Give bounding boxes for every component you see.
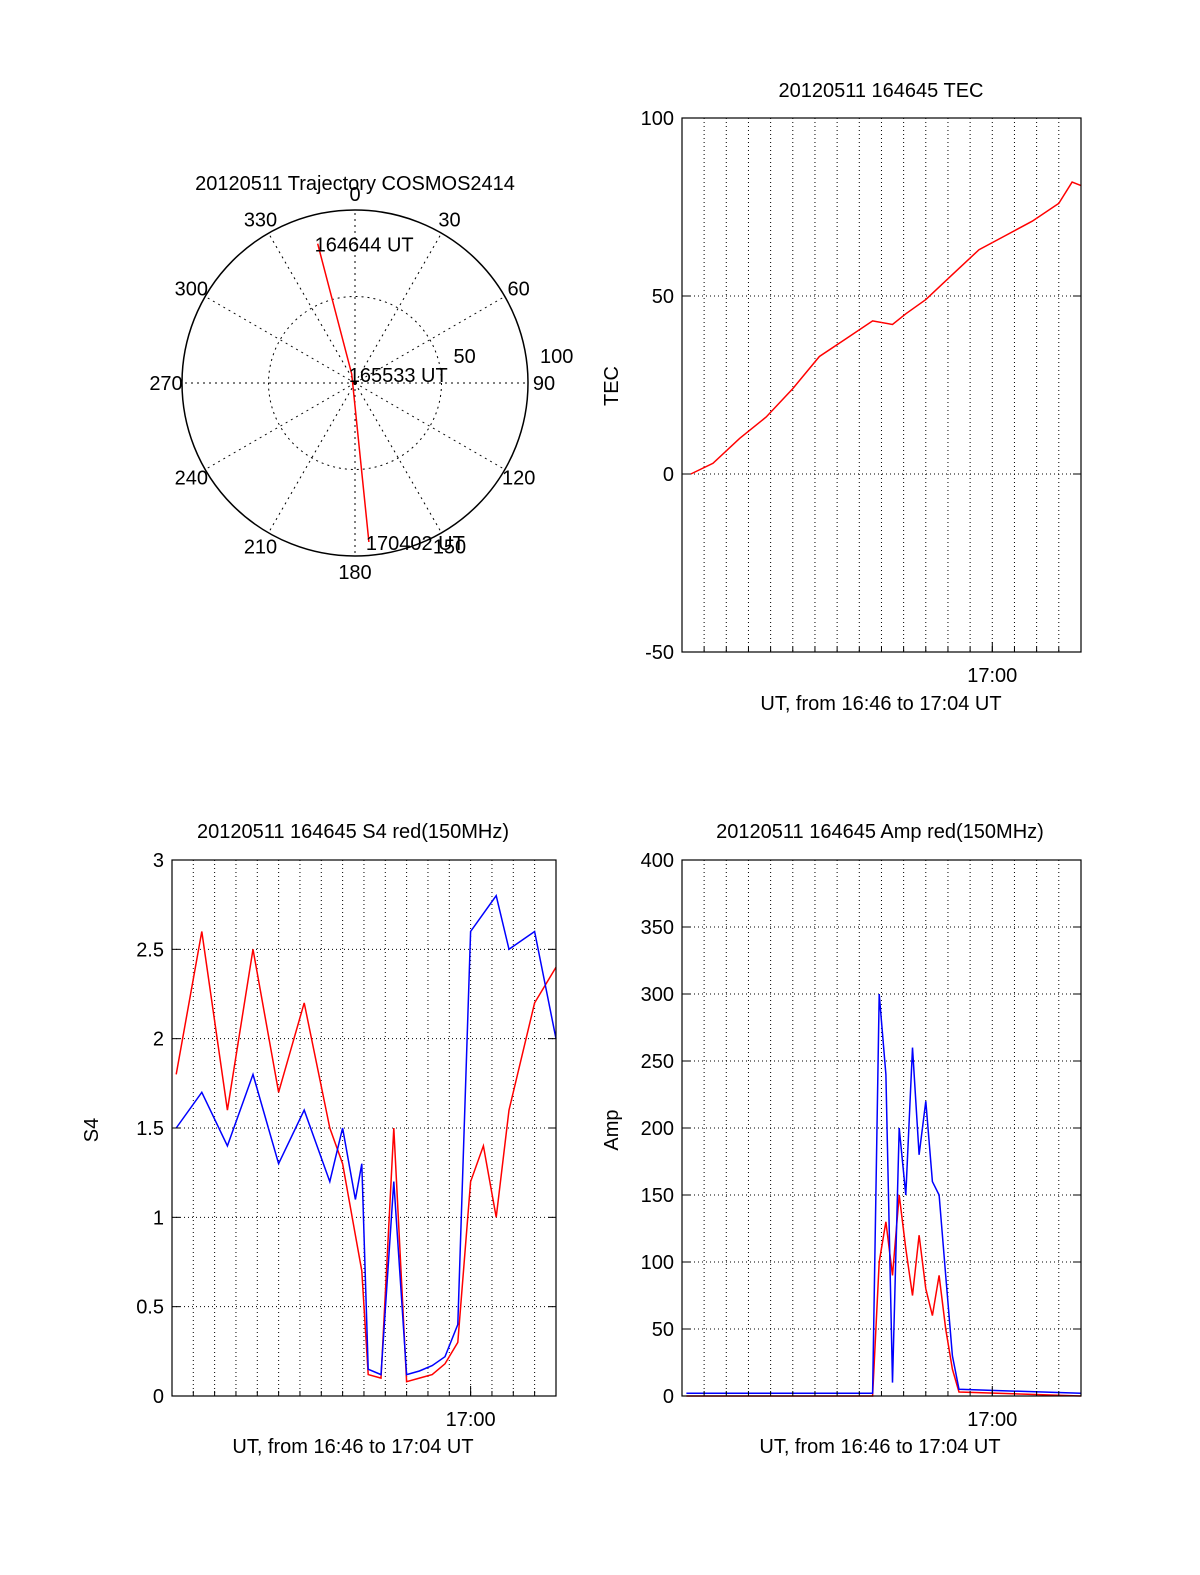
polar-ring-labels: 50 100 (454, 346, 574, 368)
tec-ytick-label: 0 (663, 464, 674, 486)
trajectory-polar-plot: 20120511 Trajectory COSMOS2414 0 30 60 90 12… (149, 173, 573, 584)
s4-plot: 20120511 164645 S4 red(150MHz) UT, from … (81, 821, 557, 1458)
polar-trajectory: 164644 UT 165533 UT 170402 UT (315, 235, 465, 555)
trajectory-line (316, 243, 370, 543)
amp-ytick-label: 350 (641, 917, 674, 939)
trajectory-time-label: 164644 UT (315, 235, 414, 257)
polar-spoke (204, 296, 356, 384)
tec-ytick-label: 100 (641, 108, 674, 130)
amp-ytick-label: 400 (641, 850, 674, 872)
amp-ytick-label: 150 (641, 1185, 674, 1207)
polar-outer-circle (181, 209, 529, 557)
polar-azimuth-label: 210 (244, 537, 277, 559)
s4-series-2-line (175, 893, 557, 1376)
tec-xtick-label: 17:00 (967, 665, 1017, 687)
polar-azimuth-label: 270 (149, 373, 182, 395)
amp-plot-title: 20120511 164645 Amp red(150MHz) (716, 821, 1044, 843)
s4-xtick-label: 17:00 (446, 1409, 496, 1431)
polar-spoke (268, 382, 356, 534)
amp-ytick-label: 50 (652, 1319, 674, 1341)
s4-ytick-label: 1 (153, 1207, 164, 1229)
amp-plot-xlabel: UT, from 16:46 to 17:04 UT (759, 1436, 1000, 1458)
s4-plot-ylabel: S4 (81, 1118, 103, 1142)
polar-grid (181, 209, 529, 557)
amp-plot-ylabel: Amp (601, 1109, 623, 1150)
s4-ytick-label: 1.5 (136, 1118, 164, 1140)
amp-ytick-label: 250 (641, 1051, 674, 1073)
polar-azimuth-label: 90 (533, 373, 555, 395)
polar-azimuth-label: 180 (338, 562, 371, 584)
s4-ytick-label: 0 (153, 1386, 164, 1408)
s4-series-1-line (175, 931, 557, 1383)
s4-ytick-label: 2.5 (136, 939, 164, 961)
tec-ytick-label: -50 (645, 642, 674, 664)
s4-plot-title: 20120511 164645 S4 red(150MHz) (197, 821, 509, 843)
tec-plot-ylabel: TEC (601, 366, 623, 406)
s4-plot-xlabel: UT, from 16:46 to 17:04 UT (232, 1436, 473, 1458)
polar-ring-circle (268, 296, 442, 470)
s4-ytick-label: 3 (153, 850, 164, 872)
polar-azimuth-label: 150 (433, 537, 466, 559)
s4-ytick-label: 2 (153, 1029, 164, 1051)
tec-plot-xlabel: UT, from 16:46 to 17:04 UT (760, 693, 1001, 715)
amp-xtick-label: 17:00 (967, 1409, 1017, 1431)
amp-ytick-label: 200 (641, 1118, 674, 1140)
polar-spoke (354, 382, 506, 470)
tec-ytick-label: 50 (652, 286, 674, 308)
polar-azimuth-label: 300 (175, 279, 208, 301)
tec-plot-title: 20120511 164645 TEC (779, 80, 984, 102)
polar-ring-label: 100 (540, 346, 573, 368)
polar-azimuth-labels: 0 30 60 90 120 150 180 210 240 270 300 330 (149, 184, 555, 584)
tec-series-1-line (690, 181, 1082, 475)
trajectory-time-label: 170402 UT (366, 533, 465, 555)
tec-plot: 20120511 164645 TEC UT, from 16:46 to 17… (601, 80, 1082, 715)
amp-plot: 20120511 164645 Amp red(150MHz) UT, from… (601, 821, 1082, 1458)
polar-spoke (354, 382, 442, 534)
polar-azimuth-label: 0 (349, 184, 360, 206)
amp-ytick-label: 100 (641, 1252, 674, 1274)
polar-azimuth-label: 30 (438, 209, 460, 231)
trajectory-time-label: 165533 UT (349, 365, 448, 387)
polar-spoke (204, 382, 356, 470)
s4-ytick-label: 0.5 (136, 1297, 164, 1319)
polar-spoke (268, 232, 356, 384)
polar-azimuth-label: 60 (508, 279, 530, 301)
polar-ring-label: 50 (454, 346, 476, 368)
polar-title: 20120511 Trajectory COSMOS2414 (195, 173, 515, 195)
amp-ytick-label: 0 (663, 1386, 674, 1408)
polar-azimuth-label: 120 (502, 468, 535, 490)
amp-series-2-line (686, 993, 1082, 1395)
polar-spoke (354, 296, 506, 384)
polar-spoke (354, 232, 442, 384)
amp-ytick-label: 300 (641, 984, 674, 1006)
polar-azimuth-label: 240 (175, 468, 208, 490)
polar-azimuth-label: 330 (244, 209, 277, 231)
amp-series-1-line (686, 1194, 1082, 1397)
